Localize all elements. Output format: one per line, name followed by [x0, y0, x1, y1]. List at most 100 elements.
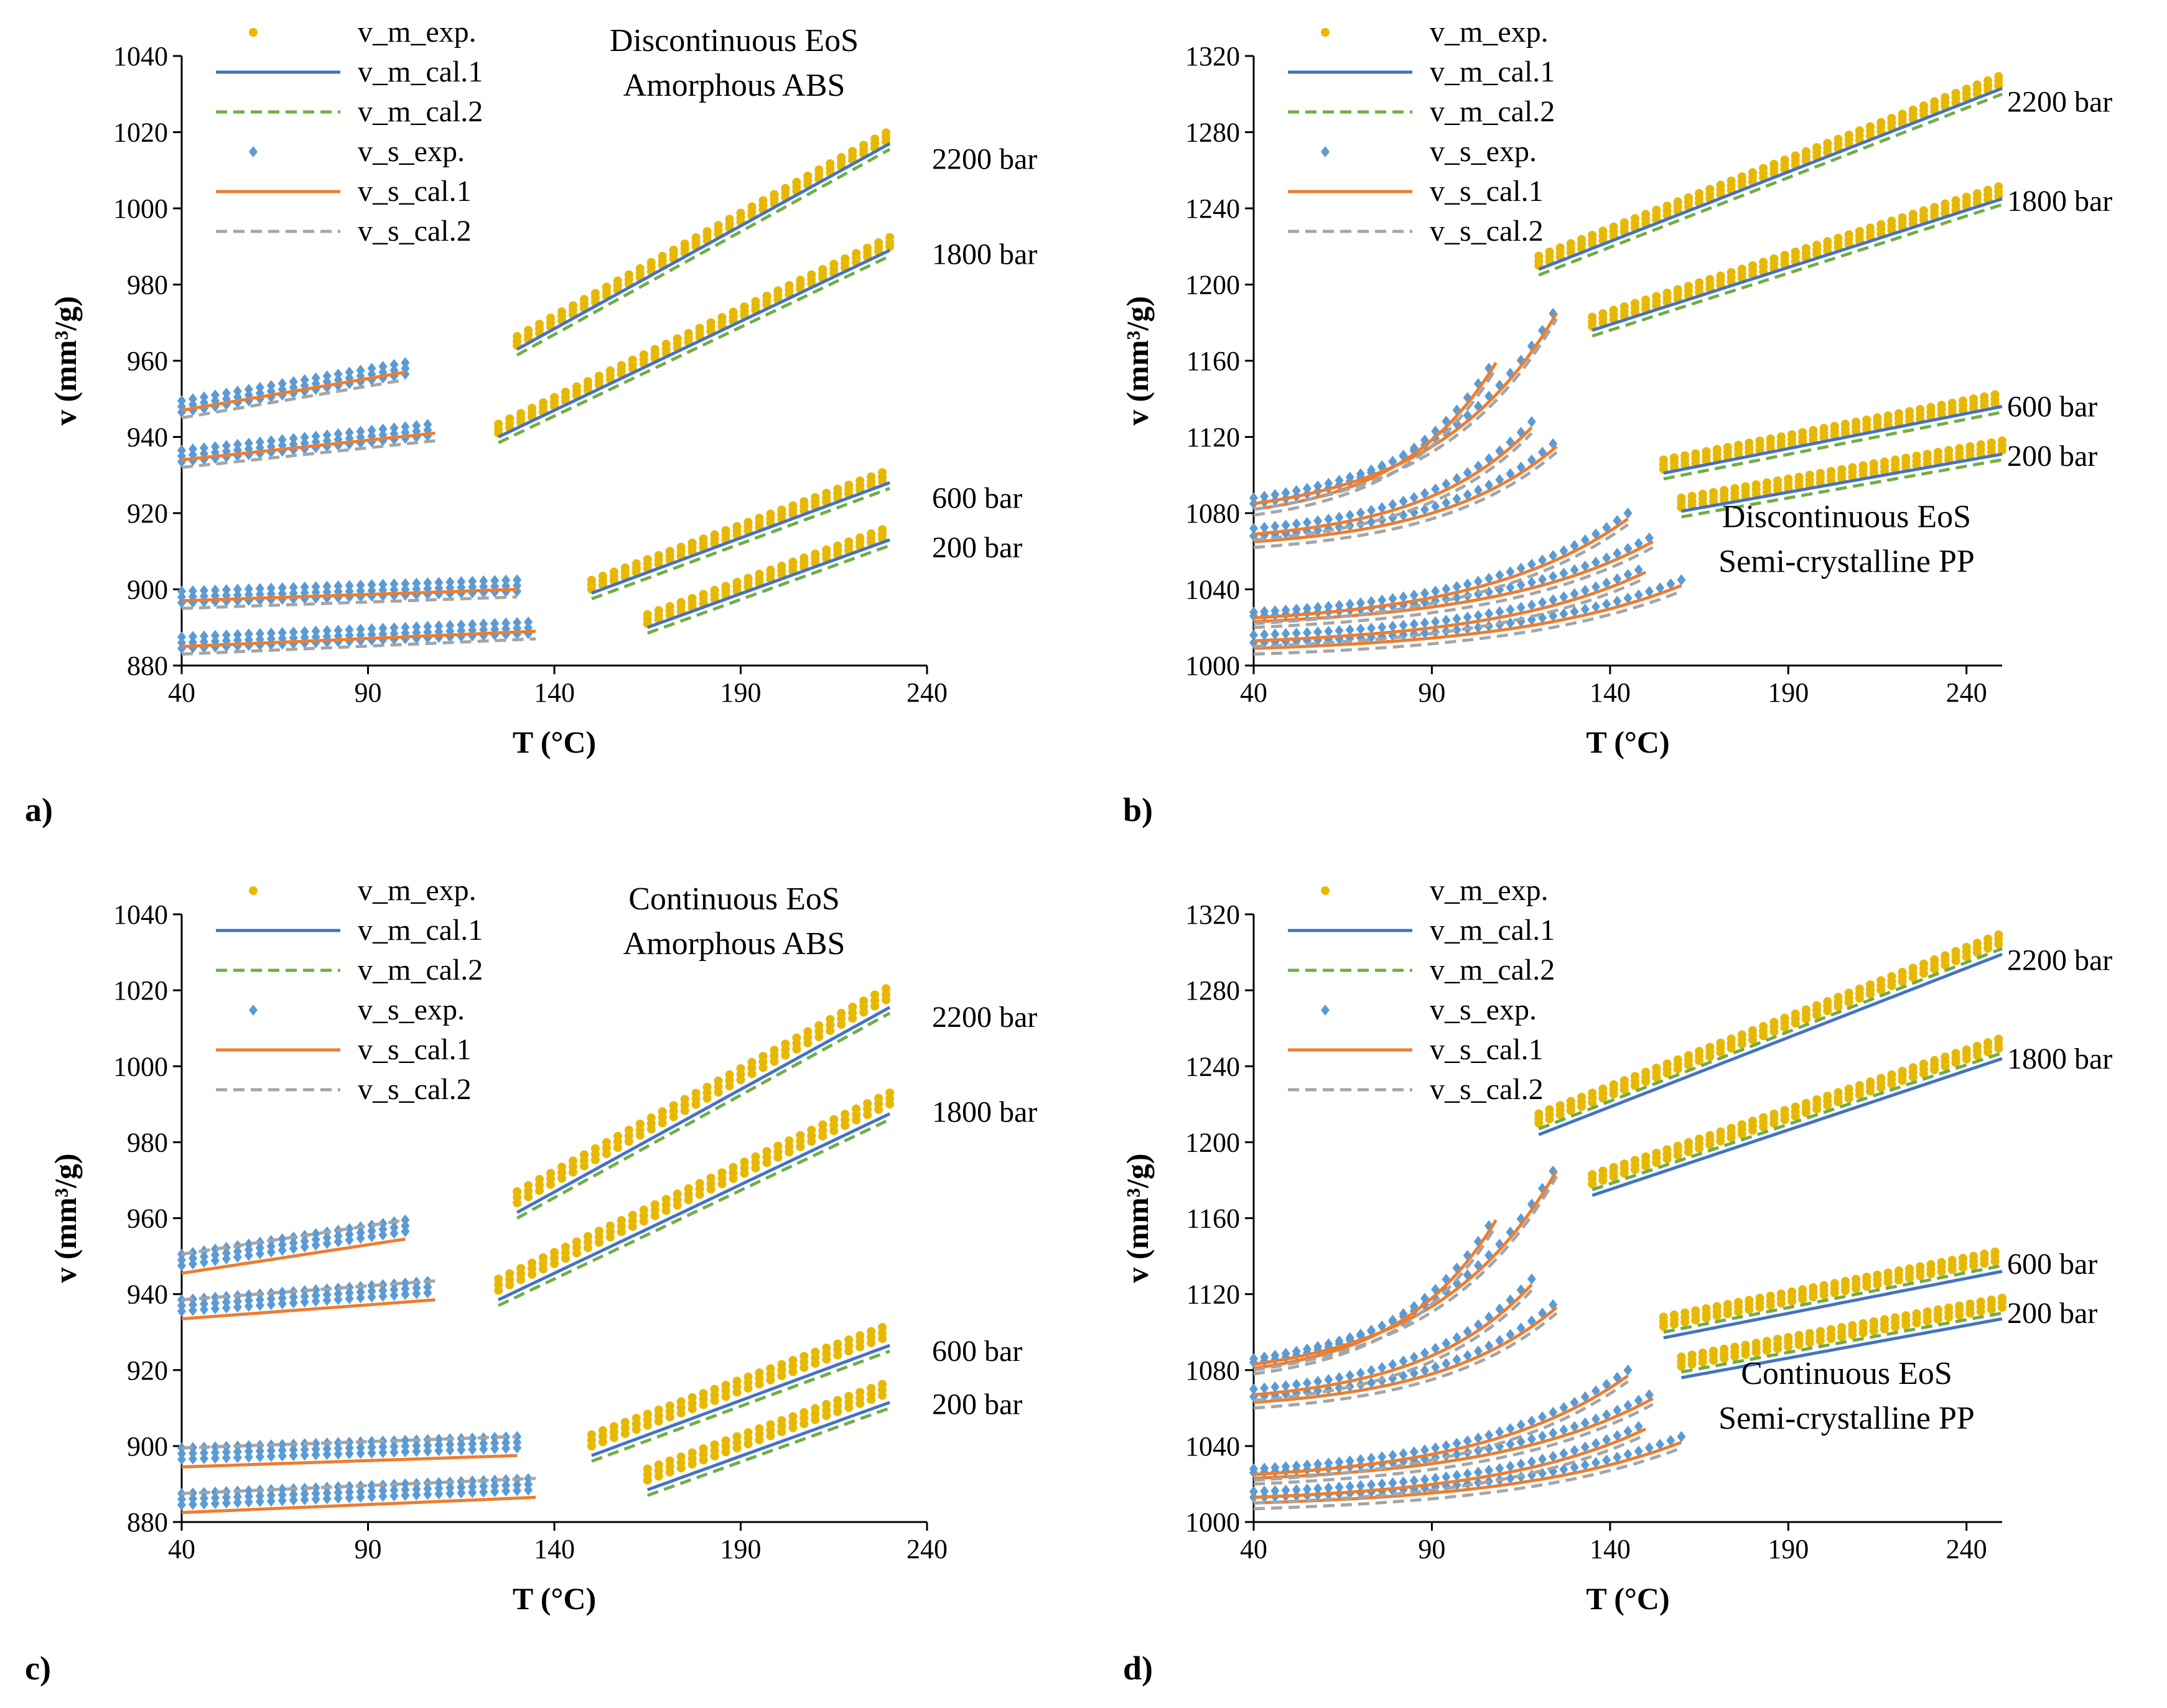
series-line — [1253, 432, 1533, 542]
data-point — [1898, 968, 1907, 977]
data-point — [1335, 511, 1344, 523]
data-point — [1591, 1437, 1600, 1449]
data-point — [1538, 1411, 1547, 1423]
data-point — [1737, 1120, 1746, 1129]
legend: v_m_exp. v_m_cal.1 v_m_cal.2 v_s_exp. v_s_ca… — [1288, 16, 1555, 248]
data-point — [673, 334, 682, 343]
data-point — [210, 1441, 220, 1453]
data-point — [785, 1136, 794, 1145]
data-point — [289, 1494, 298, 1506]
series-line — [1538, 952, 2003, 1136]
data-point — [1976, 1297, 1985, 1307]
data-point — [665, 601, 674, 611]
data-point — [516, 1264, 526, 1273]
data-point — [389, 359, 399, 371]
data-point — [423, 1483, 432, 1495]
data-point — [613, 276, 622, 285]
x-tick-label: 90 — [1418, 1534, 1445, 1564]
data-point — [1962, 1045, 1971, 1054]
data-point — [1570, 1462, 1579, 1474]
data-point — [367, 623, 376, 634]
data-point — [628, 355, 637, 364]
data-point — [457, 576, 466, 588]
data-point — [1602, 598, 1611, 610]
data-point — [244, 1446, 253, 1457]
data-point — [781, 1039, 790, 1049]
data-point — [1866, 223, 1875, 233]
data-point — [1769, 1018, 1779, 1027]
data-point — [221, 629, 231, 641]
data-point — [1983, 1038, 1993, 1047]
data-point — [1745, 1296, 1754, 1305]
data-point — [1723, 1300, 1732, 1309]
legend-marker — [1321, 886, 1330, 895]
legend-label: v_m_cal.2 — [358, 95, 483, 128]
data-point — [1809, 1283, 1818, 1293]
data-point — [583, 1232, 592, 1241]
data-point — [434, 1488, 444, 1500]
data-point — [412, 1489, 421, 1501]
data-point — [699, 1444, 708, 1454]
data-point — [389, 1227, 399, 1239]
data-point — [755, 513, 764, 522]
data-point — [322, 1232, 332, 1243]
y-tick-label: 1020 — [113, 975, 168, 1006]
y-tick-label: 940 — [127, 1279, 168, 1310]
data-point — [1367, 622, 1376, 634]
data-point — [1420, 1365, 1429, 1376]
legend-label: v_s_exp. — [358, 135, 465, 168]
data-point — [412, 627, 421, 639]
data-point — [1905, 1264, 1914, 1273]
series-v-m-exp- — [1534, 930, 2006, 1371]
data-point — [1549, 1450, 1558, 1462]
data-point — [617, 361, 626, 370]
series-line — [591, 1349, 890, 1463]
data-point — [743, 1372, 753, 1381]
data-point — [322, 631, 332, 643]
data-point — [1776, 432, 1786, 442]
data-point — [1941, 1052, 1950, 1062]
data-point — [221, 1253, 231, 1265]
series-v-m-cal-2 — [1538, 947, 2003, 1374]
data-point — [1591, 556, 1600, 568]
legend-label: v_s_exp. — [1430, 135, 1537, 168]
series-line — [1680, 452, 2003, 513]
series-line — [1680, 1311, 2003, 1374]
data-point — [665, 1456, 674, 1465]
data-point — [1580, 560, 1590, 572]
data-point — [277, 627, 287, 639]
x-axis-title: T (°C) — [1586, 725, 1669, 759]
legend-label: v_m_cal.1 — [1430, 914, 1555, 947]
data-point — [524, 616, 533, 628]
pressure-label: 600 bar — [932, 1335, 1022, 1368]
data-point — [1377, 1362, 1387, 1373]
data-point — [311, 430, 320, 442]
data-point — [781, 183, 790, 193]
data-point — [1830, 1279, 1839, 1288]
pressure-label: 600 bar — [2007, 391, 2097, 424]
data-point — [1852, 1274, 1861, 1284]
data-point — [1705, 185, 1715, 194]
data-point — [528, 403, 537, 412]
data-point — [244, 1440, 253, 1452]
data-point — [401, 578, 410, 590]
y-tick-label: 1080 — [1185, 498, 1240, 529]
data-point — [277, 1450, 287, 1462]
series-v-s-cal-2 — [181, 378, 536, 656]
data-point — [412, 633, 421, 644]
data-point — [725, 215, 734, 224]
data-point — [1855, 1080, 1864, 1090]
data-point — [1944, 1303, 1954, 1312]
data-point — [1356, 597, 1365, 609]
data-point — [244, 583, 253, 595]
series-line — [1253, 518, 1629, 620]
data-point — [389, 1484, 399, 1496]
data-point — [266, 1445, 276, 1457]
data-point — [401, 1277, 410, 1289]
data-point — [199, 1256, 208, 1268]
data-point — [1730, 484, 1740, 493]
data-point — [1463, 611, 1472, 623]
series-line — [1591, 197, 2003, 332]
data-point — [1588, 1088, 1597, 1098]
data-point — [1613, 595, 1622, 607]
